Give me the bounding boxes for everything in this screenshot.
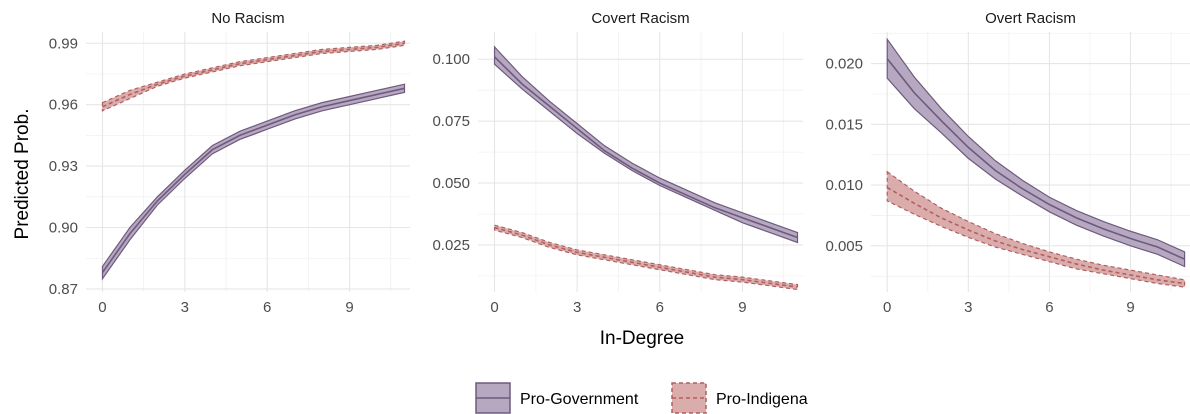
panel-no-racism: No Racism 0 3 6 9 0.87 0.90 0.93 0.96 0.99 bbox=[49, 10, 410, 316]
legend-label-pro-government: Pro-Government bbox=[520, 391, 639, 408]
y-tick-label: 0.96 bbox=[49, 97, 78, 114]
x-tick-label: 6 bbox=[656, 299, 664, 316]
x-tick-label: 0 bbox=[98, 299, 106, 316]
line-pro-indigena bbox=[494, 226, 798, 288]
x-axis-title: In-Degree bbox=[600, 328, 685, 349]
y-tick-label: 0.100 bbox=[432, 51, 470, 68]
line-pro-government bbox=[101, 87, 405, 274]
x-tick-label: 3 bbox=[964, 299, 972, 316]
legend-item-pro-indigena: Pro-Indigena bbox=[671, 382, 808, 414]
panel-title-covert-racism: Covert Racism bbox=[591, 10, 689, 27]
line-pro-government bbox=[493, 56, 798, 239]
x-tick-label: 0 bbox=[490, 299, 498, 316]
x-tick-label: 6 bbox=[1045, 299, 1053, 316]
panel-covert-racism: Covert Racism 0 3 6 9 0.025 0.050 0.075 0.100 bbox=[432, 10, 803, 316]
x-tick-label: 0 bbox=[883, 299, 891, 316]
y-tick-label: 0.87 bbox=[49, 281, 78, 298]
y-tick-label: 0.050 bbox=[432, 175, 470, 192]
x-tick-label: 9 bbox=[1126, 299, 1134, 316]
ribbon-pro-government bbox=[886, 37, 1186, 268]
panel-overt-racism: Overt Racism 0 3 6 9 0.005 0.010 0.015 0.020 bbox=[825, 10, 1190, 316]
y-tick-label: 0.015 bbox=[825, 116, 863, 133]
panel-title-overt-racism: Overt Racism bbox=[985, 10, 1076, 27]
ribbon-pro-indigena bbox=[886, 170, 1186, 288]
legend: Pro-Government Pro-Indigena bbox=[475, 382, 808, 414]
x-tick-label: 9 bbox=[738, 299, 746, 316]
ribbon-pro-indigena bbox=[493, 224, 799, 291]
y-tick-label: 0.025 bbox=[432, 237, 470, 254]
y-tick-label: 0.020 bbox=[825, 56, 863, 73]
line-pro-indigena bbox=[886, 186, 1185, 285]
y-tick-label: 0.075 bbox=[432, 113, 470, 130]
ribbon-pro-government bbox=[101, 83, 406, 281]
ribbon-pro-indigena bbox=[101, 40, 406, 112]
y-tick-label: 0.90 bbox=[49, 220, 78, 237]
y-tick-label: 0.93 bbox=[49, 158, 78, 175]
y-tick-label: 0.010 bbox=[825, 177, 863, 194]
ribbon-pro-government bbox=[493, 45, 799, 244]
chart-panels: No Racism 0 3 6 9 0.87 0.90 0.93 0.96 0.99 Covert … bbox=[49, 10, 1190, 316]
x-tick-label: 6 bbox=[263, 299, 271, 316]
legend-label-pro-indigena: Pro-Indigena bbox=[716, 391, 808, 408]
x-tick-label: 3 bbox=[573, 299, 581, 316]
y-axis-title: Predicted Prob. bbox=[12, 109, 33, 240]
y-tick-label: 0.005 bbox=[825, 238, 863, 255]
line-pro-government bbox=[886, 58, 1185, 260]
panel-title-no-racism: No Racism bbox=[211, 10, 284, 27]
x-tick-label: 9 bbox=[345, 299, 353, 316]
legend-item-pro-government: Pro-Government bbox=[475, 382, 639, 414]
y-tick-label: 0.99 bbox=[49, 35, 78, 52]
x-tick-label: 3 bbox=[181, 299, 189, 316]
line-pro-indigena bbox=[102, 42, 405, 108]
